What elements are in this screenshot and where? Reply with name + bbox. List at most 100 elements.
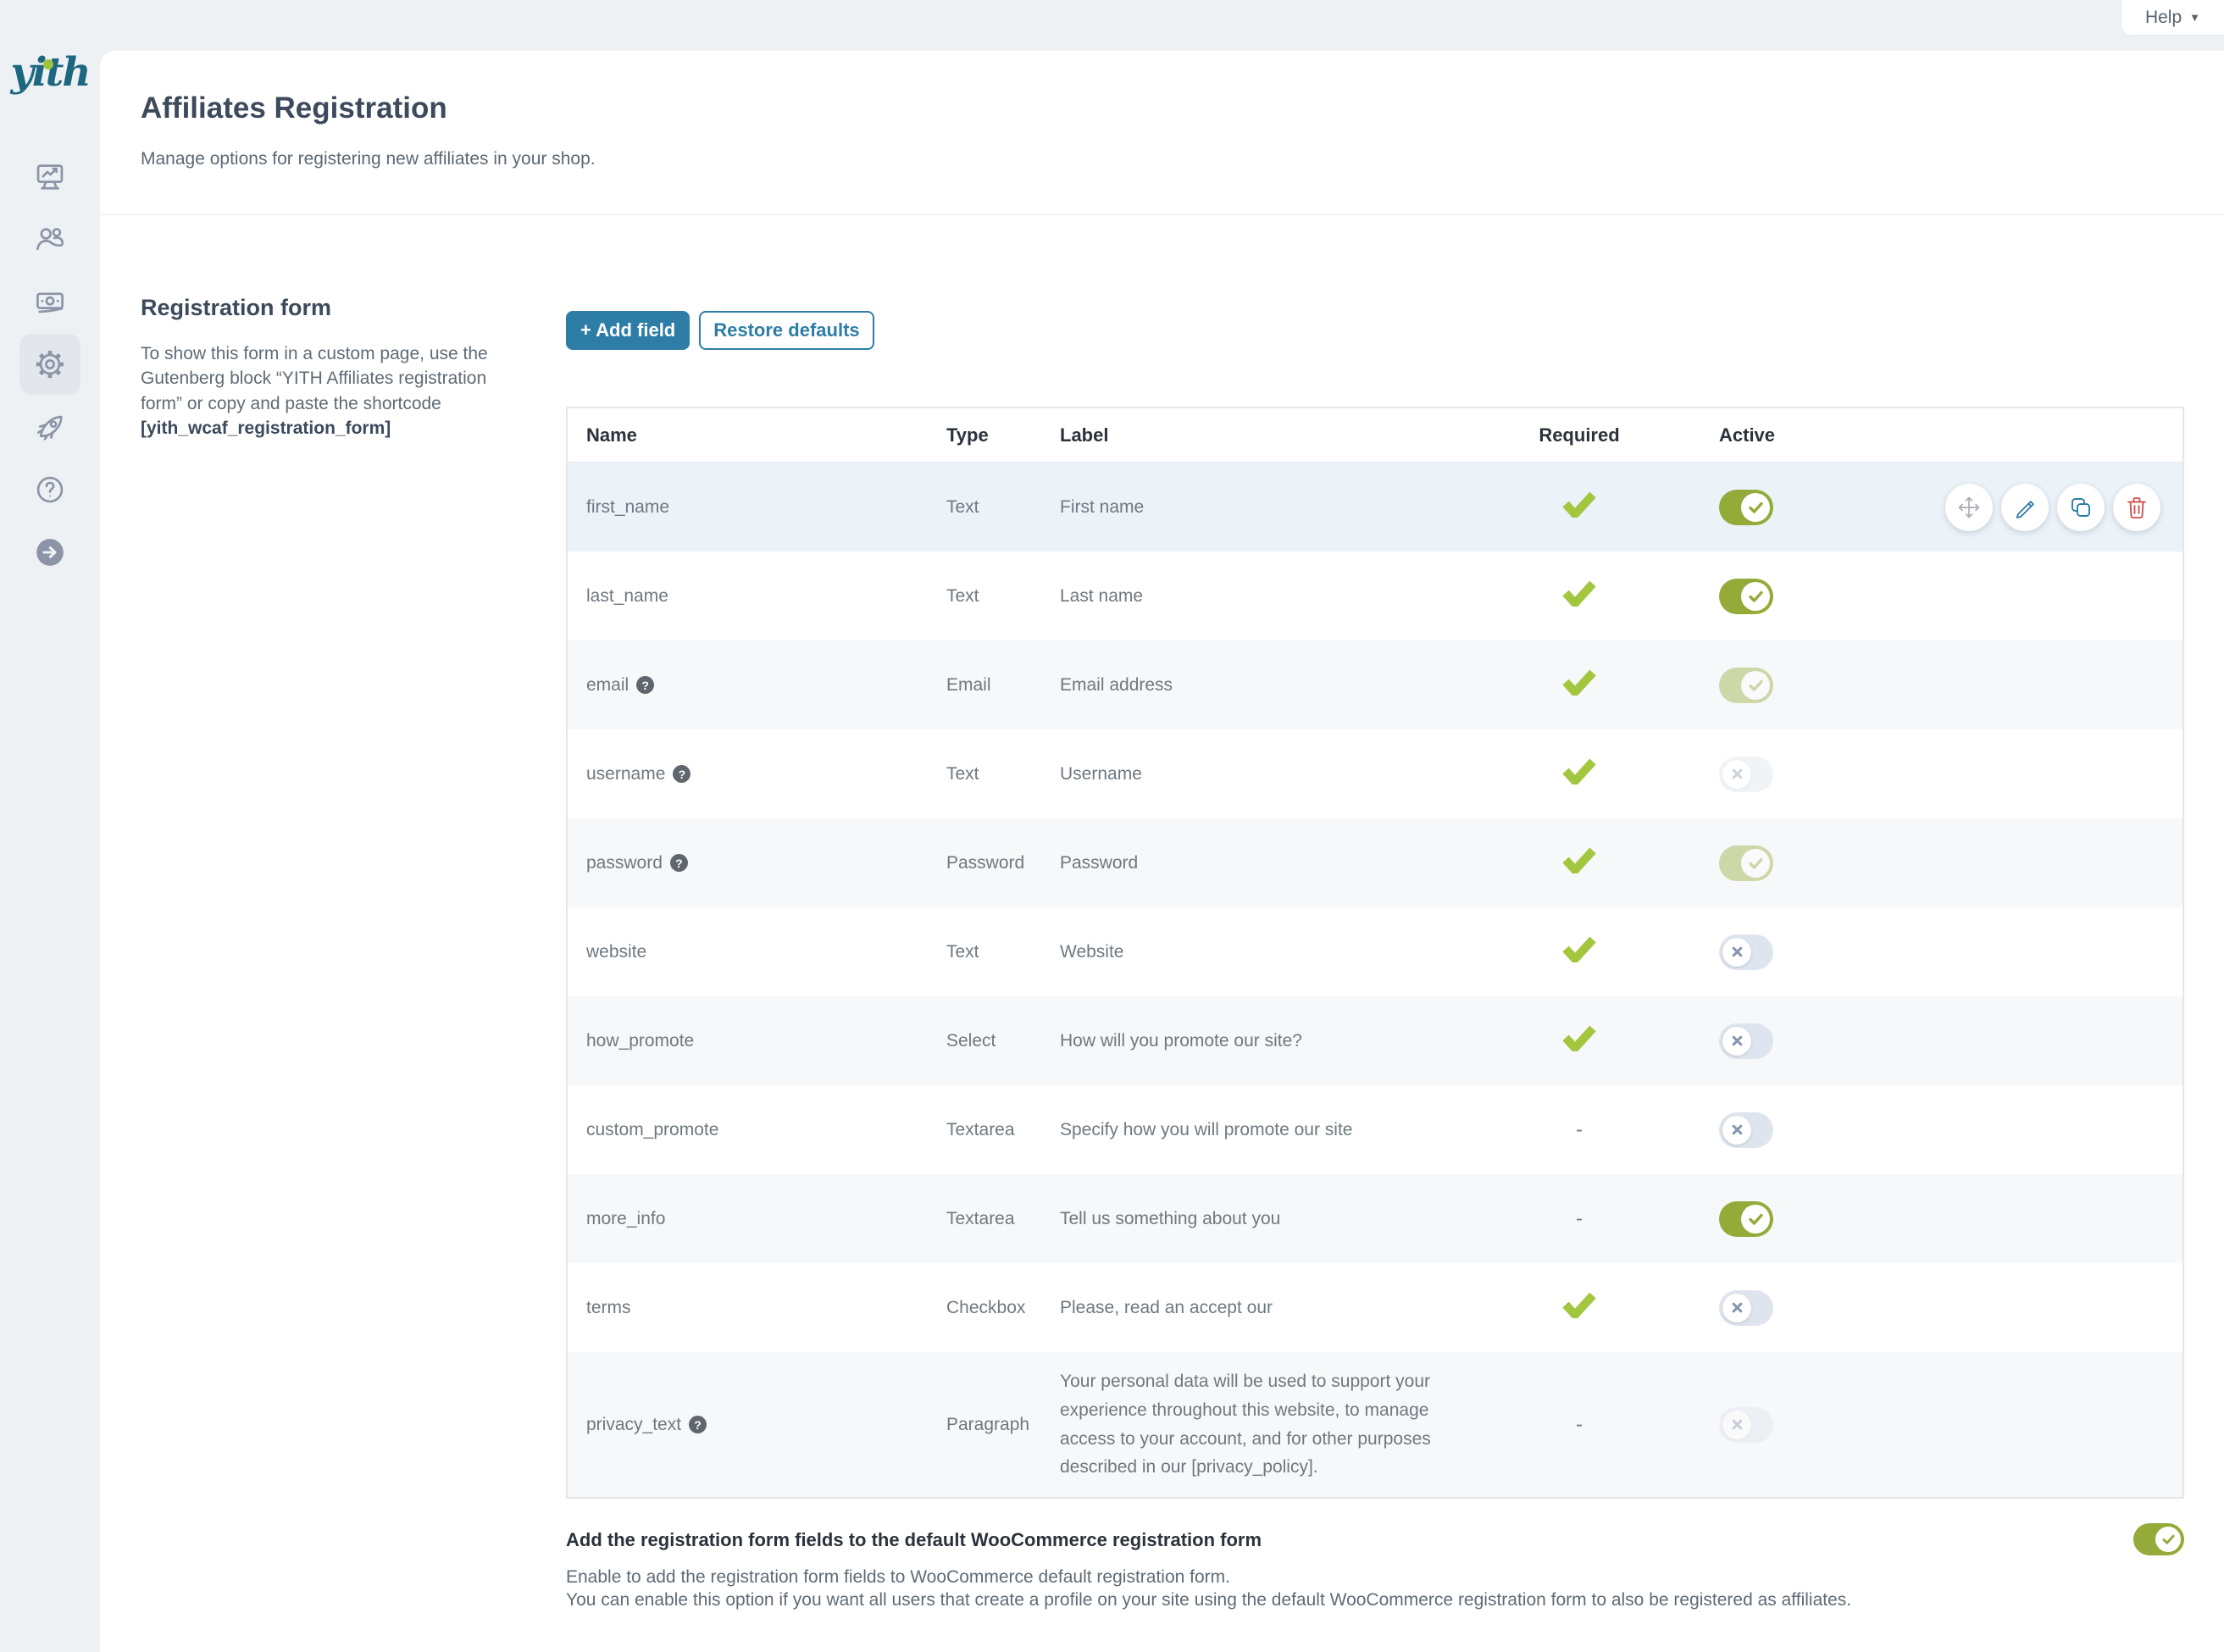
sidebar-item-affiliates[interactable] — [19, 208, 80, 269]
toolbar: + Add field Restore defaults — [566, 311, 2184, 350]
required-check-icon — [1562, 1292, 1596, 1322]
active-toggle[interactable] — [1719, 1200, 1773, 1237]
field-label: First name — [1060, 496, 1145, 517]
field-required: - — [1500, 1118, 1658, 1142]
table-row-website[interactable]: website Text Website — [568, 907, 2182, 996]
toggle-thumb — [1722, 1026, 1751, 1056]
edit-pencil-icon — [2016, 500, 2034, 518]
field-name-text: privacy_text — [586, 1414, 682, 1434]
sidebar-item-premium[interactable] — [19, 396, 80, 457]
active-toggle[interactable] — [1719, 756, 1773, 792]
field-help-icon[interactable]: ? — [673, 765, 691, 783]
sidebar-item-collapse[interactable] — [19, 522, 80, 583]
field-help-icon[interactable]: ? — [669, 854, 688, 872]
field-required: - — [1500, 1207, 1658, 1231]
required-check-icon — [1562, 847, 1596, 877]
field-type: Email — [946, 674, 991, 695]
delete-button[interactable] — [2113, 483, 2160, 531]
woocommerce-option-title: Add the registration form fields to the … — [566, 1529, 1262, 1550]
field-required — [1500, 758, 1658, 790]
field-type: Text — [946, 941, 979, 962]
active-toggle[interactable] — [1719, 489, 1773, 525]
field-type: Textarea — [946, 1119, 1015, 1139]
sidebar: yith — [0, 0, 100, 1652]
field-label: Website — [1060, 941, 1124, 962]
column-header-active: Active — [1719, 424, 1776, 446]
field-name-text: last_name — [586, 585, 668, 606]
field-active — [1658, 667, 2182, 703]
field-name-text: email — [586, 674, 629, 695]
active-toggle[interactable] — [1719, 1289, 1773, 1326]
field-active — [1658, 756, 2182, 792]
active-toggle[interactable] — [1719, 1111, 1773, 1148]
field-active — [1658, 1406, 2182, 1443]
woocommerce-option-line1: Enable to add the registration form fiel… — [566, 1567, 1230, 1587]
yith-logo-text: yith — [10, 49, 91, 96]
duplicate-button[interactable] — [2057, 483, 2105, 531]
duplicate-icon — [2071, 497, 2090, 517]
toggle-thumb — [1741, 848, 1770, 878]
table-row-privacy_text[interactable]: privacy_text? Paragraph Your personal data… — [568, 1352, 2182, 1497]
field-required — [1500, 1292, 1658, 1323]
toggle-thumb — [1722, 759, 1751, 789]
active-toggle[interactable] — [1719, 1023, 1773, 1059]
field-label: How will you promote our site? — [1060, 1030, 1302, 1051]
field-active — [1658, 1200, 2182, 1237]
field-name: more_info — [568, 1209, 946, 1229]
field-name: email? — [568, 675, 946, 696]
field-name-text: first_name — [586, 496, 670, 517]
table-row-email[interactable]: email? Email Email address — [568, 640, 2182, 729]
table-row-last_name[interactable]: last_name Text Last name — [568, 552, 2182, 640]
required-check-icon — [1562, 1025, 1596, 1055]
toggle-thumb — [1722, 937, 1751, 967]
field-help-icon[interactable]: ? — [636, 676, 655, 694]
restore-defaults-button[interactable]: Restore defaults — [699, 311, 874, 350]
field-label: Your personal data will be used to suppo… — [1060, 1372, 1431, 1477]
active-toggle[interactable] — [1719, 845, 1773, 881]
table-row-terms[interactable]: terms Checkbox Please, read an accept our — [568, 1263, 2182, 1352]
active-toggle[interactable] — [1719, 934, 1773, 970]
field-name: first_name — [568, 497, 946, 518]
sidebar-item-help[interactable] — [19, 459, 80, 520]
active-toggle[interactable] — [1719, 667, 1773, 703]
table-row-more_info[interactable]: more_info Textarea Tell us something about… — [568, 1174, 2182, 1263]
table-row-first_name[interactable]: first_name Text First name — [568, 463, 2182, 552]
page-subtitle: Manage options for registering new affil… — [141, 149, 596, 169]
row-actions — [1945, 483, 2160, 531]
active-toggle[interactable] — [1719, 578, 1773, 614]
field-required — [1500, 580, 1658, 612]
field-type: Password — [946, 852, 1025, 873]
field-name: privacy_text? — [568, 1415, 946, 1435]
delete-trash-icon — [2127, 496, 2146, 518]
table-row-custom_promote[interactable]: custom_promote Textarea Specify how you wi… — [568, 1085, 2182, 1174]
table-row-password[interactable]: password? Password Password — [568, 818, 2182, 907]
table-row-username[interactable]: username? Text Username — [568, 729, 2182, 818]
sidebar-item-dashboard[interactable] — [19, 146, 80, 207]
help-button[interactable]: Help ▼ — [2121, 0, 2224, 36]
field-active — [1658, 1023, 2182, 1059]
column-header-name: Name — [586, 424, 637, 446]
field-label: Password — [1060, 852, 1139, 873]
field-help-icon[interactable]: ? — [689, 1416, 707, 1433]
field-label: Email address — [1060, 674, 1173, 695]
woocommerce-form-toggle[interactable] — [2133, 1523, 2184, 1555]
table-header: Name Type Label Required Active — [568, 408, 2182, 463]
toggle-thumb — [1722, 1115, 1751, 1145]
page-title: Affiliates Registration — [141, 91, 447, 125]
sidebar-item-settings[interactable] — [19, 334, 80, 395]
table-row-how_promote[interactable]: how_promote Select How will you promote ou… — [568, 996, 2182, 1085]
woocommerce-form-option: Add the registration form fields to the … — [566, 1523, 2184, 1612]
field-label: Last name — [1060, 585, 1144, 606]
edit-button[interactable] — [2001, 483, 2049, 531]
active-toggle[interactable] — [1719, 1406, 1773, 1443]
field-active — [1658, 1289, 2182, 1326]
sidebar-item-payments[interactable] — [19, 271, 80, 332]
move-button[interactable] — [1945, 483, 1993, 531]
field-name-text: how_promote — [586, 1030, 695, 1051]
field-type: Checkbox — [946, 1297, 1026, 1317]
header-divider — [100, 214, 2224, 215]
add-field-button[interactable]: + Add field — [566, 311, 690, 350]
table-body: first_name Text First name last_name Text Las… — [568, 463, 2182, 1497]
required-check-icon — [1562, 669, 1596, 699]
